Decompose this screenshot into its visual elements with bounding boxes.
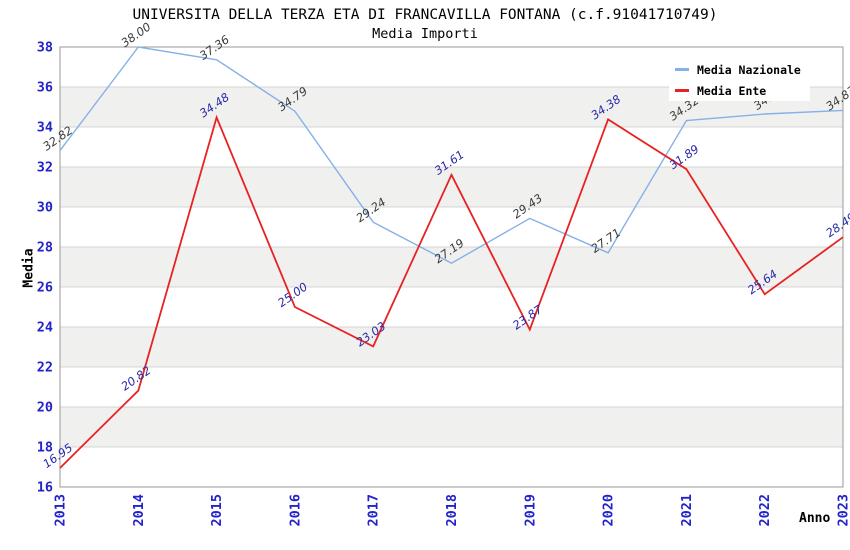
x-axis-title: Anno <box>799 511 831 526</box>
x-tick-label: 2019 <box>522 494 538 527</box>
y-tick-label: 32 <box>37 160 53 176</box>
y-tick-label: 20 <box>37 400 53 416</box>
point-value-label: 20.82 <box>119 363 154 393</box>
plot-stripe <box>60 327 843 367</box>
y-tick-label: 30 <box>37 200 53 216</box>
x-tick-label: 2023 <box>836 494 850 527</box>
line-swatch-icon <box>675 68 689 71</box>
point-value-label: 28.49 <box>823 210 850 240</box>
plot-border <box>59 46 844 488</box>
y-tick-label: 28 <box>37 240 53 256</box>
y-axis-title: Media <box>21 248 37 288</box>
series-line-nazionale <box>59 46 844 264</box>
legend-item-ente: Media Ente <box>675 80 810 101</box>
y-tick-label: 26 <box>37 280 53 296</box>
x-tick-label: 2014 <box>131 494 147 527</box>
chart-subtitle: Media Importi <box>372 26 478 42</box>
y-tick-label: 38 <box>37 40 53 56</box>
line-swatch-icon <box>675 89 689 92</box>
legend-label: Media Nazionale <box>697 62 801 77</box>
x-tick-label: 2016 <box>287 494 303 527</box>
x-tick-label: 2015 <box>209 494 225 527</box>
x-tick-label: 2018 <box>444 494 460 527</box>
legend: Media Nazionale Media Ente <box>669 53 810 101</box>
y-tick-label: 22 <box>37 360 53 376</box>
plot-stripe <box>60 407 843 447</box>
x-tick-label: 2017 <box>366 494 382 527</box>
legend-label: Media Ente <box>697 83 767 98</box>
y-tick-label: 18 <box>37 440 53 456</box>
y-tick-label: 34 <box>37 120 53 136</box>
y-tick-label: 24 <box>37 320 53 336</box>
y-tick-label: 16 <box>37 480 53 496</box>
plot-stripe <box>60 247 843 287</box>
x-tick-label: 2013 <box>53 494 69 527</box>
x-tick-label: 2022 <box>757 494 773 527</box>
y-tick-label: 36 <box>37 80 53 96</box>
legend-item-nazionale: Media Nazionale <box>675 59 810 80</box>
x-tick-label: 2020 <box>601 494 617 527</box>
chart-title: UNIVERSITA DELLA TERZA ETA DI FRANCAVILL… <box>132 7 718 23</box>
series-line-ente <box>59 114 844 469</box>
x-tick-label: 2021 <box>679 494 695 527</box>
